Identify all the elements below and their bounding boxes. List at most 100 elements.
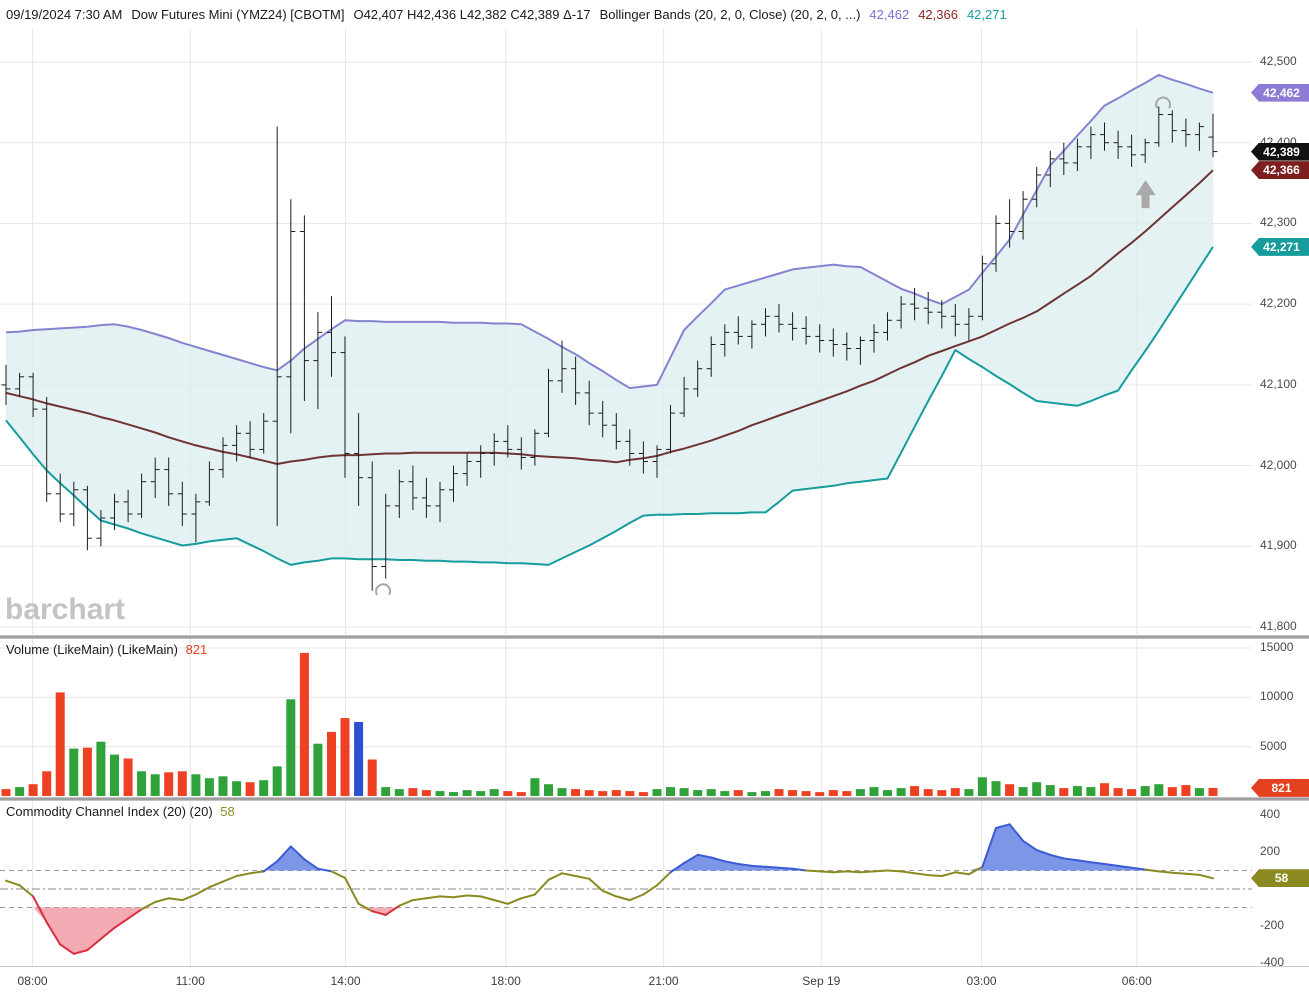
volume-bar — [747, 792, 757, 796]
cci-axis-label: 200 — [1260, 844, 1281, 858]
arc-annotation — [1155, 96, 1172, 109]
volume-bar — [204, 778, 214, 796]
time-axis-label: 21:00 — [648, 974, 679, 988]
volume-bar — [381, 787, 391, 796]
volume-bar — [421, 790, 431, 796]
cci-line-segment — [1157, 870, 1174, 874]
price-chart-canvas[interactable] — [0, 28, 1309, 635]
volume-bar — [788, 790, 798, 796]
header-upper-band-value: 42,462 — [869, 6, 910, 22]
cci-line-segment — [696, 853, 713, 859]
cci-line-segment — [805, 869, 821, 873]
arc-annotation — [375, 583, 392, 596]
volume-bar — [530, 778, 540, 796]
cci-line-segment — [913, 872, 930, 877]
volume-chart-canvas[interactable] — [0, 639, 1309, 797]
cci-line-segment — [181, 893, 197, 902]
cci-line-segment — [506, 897, 523, 905]
price-axis-label: 41,900 — [1260, 538, 1297, 553]
bollinger-middle-line — [5, 169, 1214, 465]
cci-line-segment — [330, 870, 346, 879]
cci-line-segment — [59, 943, 75, 955]
cci-line-segment — [791, 867, 808, 872]
bollinger-band-fill — [6, 74, 1213, 565]
cci-line-segment — [927, 874, 943, 877]
volume-bar — [937, 790, 947, 796]
volume-bar — [896, 788, 906, 796]
volume-bar — [842, 791, 852, 796]
price-badge: 42,271 — [1251, 237, 1309, 256]
header-ohlc-values: O42,407 H42,436 L42,382 C42,389 Δ-17 — [353, 6, 591, 22]
panel-divider[interactable] — [0, 635, 1309, 639]
cci-line-segment — [1117, 864, 1133, 869]
volume-study-title: Volume (LikeMain) (LikeMain) 821 — [6, 642, 207, 657]
cci-line-segment — [628, 893, 645, 902]
volume-bar — [1059, 788, 1069, 796]
volume-bar — [69, 748, 79, 796]
cci-current-value: 58 — [220, 804, 235, 819]
volume-bar — [977, 777, 987, 796]
volume-bar — [1086, 787, 1096, 796]
volume-bar — [693, 790, 703, 796]
price-axis-label: 42,500 — [1260, 54, 1297, 68]
volume-bar — [869, 787, 879, 796]
cci-line-segment — [1198, 873, 1214, 880]
volume-bar — [28, 784, 38, 796]
volume-current-value: 821 — [185, 642, 208, 657]
cci-line-segment — [1130, 866, 1147, 871]
cci-line-segment — [967, 865, 984, 876]
volume-bar — [218, 776, 228, 796]
cci-line-segment — [886, 869, 903, 873]
cci-line-segment — [615, 895, 631, 902]
time-axis-label: 08:00 — [17, 974, 48, 988]
volume-bar — [150, 774, 160, 796]
volume-axis-label: 15000 — [1260, 640, 1294, 654]
volume-title-text: Volume (LikeMain) (LikeMain) — [6, 642, 178, 657]
cci-line-segment — [289, 845, 306, 861]
volume-bar — [652, 789, 662, 796]
time-axis-label: 18:00 — [490, 974, 521, 988]
header-datetime: 09/19/2024 7:30 AM — [6, 6, 123, 22]
cci-line-segment — [113, 917, 130, 929]
cci-line-segment — [140, 901, 157, 911]
time-axis-label: 11:00 — [175, 974, 205, 988]
volume-bar — [272, 766, 282, 796]
volume-bar — [1100, 783, 1109, 796]
bollinger-lower-line — [5, 246, 1214, 566]
volume-bar — [435, 791, 445, 796]
cci-line-segment — [371, 910, 387, 916]
volume-bar — [313, 743, 323, 796]
volume-bar — [1127, 789, 1137, 796]
cci-line-segment — [493, 899, 509, 905]
bollinger-upper-line — [5, 73, 1214, 390]
cci-line-segment — [72, 949, 89, 955]
cci-overbought-area — [6, 824, 1213, 871]
volume-bar — [1072, 786, 1082, 796]
volume-bar — [638, 792, 648, 796]
cci-line-segment — [425, 895, 441, 900]
header-lower-band-value: 42,271 — [966, 6, 1007, 22]
cci-title-text: Commodity Channel Index (20) (20) — [6, 804, 213, 819]
volume-bar — [557, 788, 567, 796]
volume-bar — [177, 771, 187, 796]
volume-bar — [774, 789, 784, 796]
volume-bar — [449, 792, 458, 796]
volume-bar — [299, 652, 309, 796]
volume-bar — [679, 788, 689, 796]
volume-bar — [503, 791, 513, 796]
cci-line-segment — [344, 876, 360, 905]
volume-bar — [476, 791, 486, 796]
cci-line-segment — [45, 921, 62, 946]
cci-line-segment — [235, 872, 252, 877]
price-axis-label: 42,200 — [1260, 296, 1297, 311]
cci-badge: 58 — [1251, 869, 1309, 888]
volume-bar — [1140, 786, 1150, 796]
cci-line-segment — [1062, 857, 1079, 862]
volume-bar — [164, 772, 174, 796]
cci-line-segment — [262, 860, 279, 873]
volume-axis-label: 10000 — [1260, 689, 1294, 704]
cci-chart-canvas[interactable] — [0, 801, 1309, 966]
cci-line-segment — [1089, 861, 1106, 865]
panel-divider[interactable] — [0, 797, 1309, 801]
cci-line-segment — [466, 894, 482, 898]
